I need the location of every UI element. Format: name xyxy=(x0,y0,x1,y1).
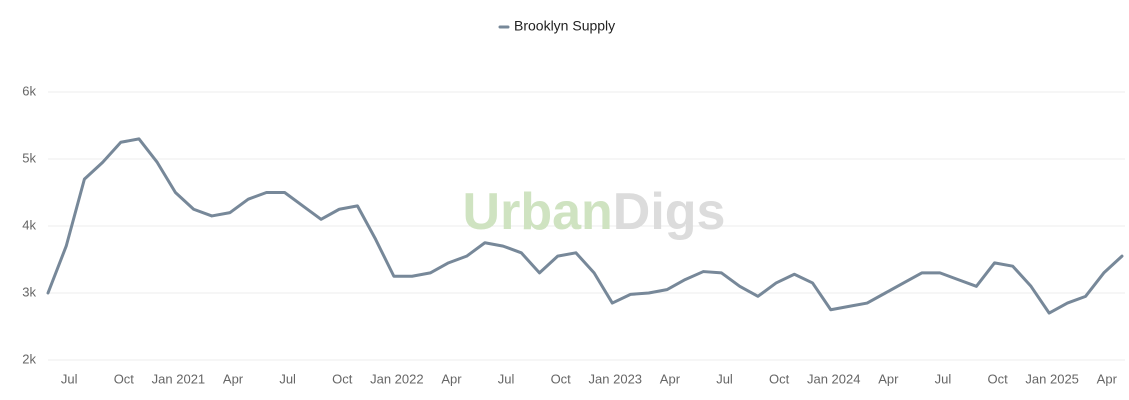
x-tick-label: Jul xyxy=(61,371,78,386)
watermark-part: Digs xyxy=(613,183,726,241)
x-tick-label: Jul xyxy=(498,371,515,386)
y-tick-label: 6k xyxy=(22,83,36,98)
x-tick-label: Jan 2022 xyxy=(370,371,424,386)
x-tick-label: Oct xyxy=(332,371,353,386)
x-tick-label: Apr xyxy=(878,371,899,386)
x-tick-label: Jan 2021 xyxy=(152,371,206,386)
x-tick-label: Jan 2025 xyxy=(1025,371,1079,386)
y-tick-label: 2k xyxy=(22,351,36,366)
legend-label: Brooklyn Supply xyxy=(514,18,615,34)
y-tick-label: 4k xyxy=(22,217,36,232)
y-tick-label: 3k xyxy=(22,284,36,299)
x-tick-label: Apr xyxy=(1097,371,1118,386)
x-tick-label: Apr xyxy=(441,371,462,386)
watermark: UrbanDigs xyxy=(463,183,726,241)
x-tick-label: Jul xyxy=(935,371,952,386)
x-tick-label: Jan 2023 xyxy=(589,371,643,386)
x-tick-label: Oct xyxy=(769,371,790,386)
x-tick-label: Jan 2024 xyxy=(807,371,861,386)
x-tick-label: Jul xyxy=(279,371,296,386)
y-tick-label: 5k xyxy=(22,150,36,165)
x-tick-label: Oct xyxy=(551,371,572,386)
x-tick-label: Apr xyxy=(660,371,681,386)
x-tick-label: Jul xyxy=(716,371,733,386)
data-line xyxy=(46,137,1124,315)
x-tick-label: Apr xyxy=(223,371,244,386)
watermark-part: Urban xyxy=(463,183,613,241)
x-tick-label: Oct xyxy=(114,371,135,386)
x-tick-label: Oct xyxy=(987,371,1008,386)
